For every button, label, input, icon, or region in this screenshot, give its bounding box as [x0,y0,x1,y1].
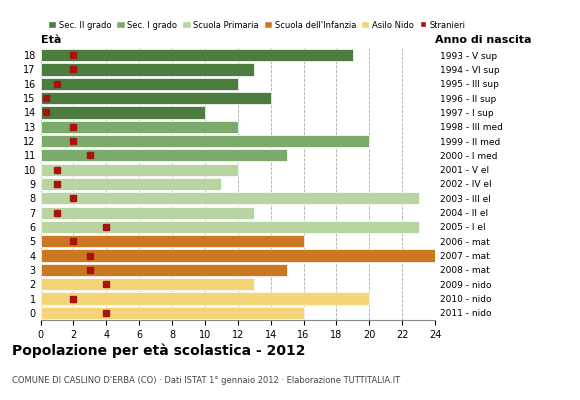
Bar [41,221,419,233]
Text: Anno di nascita: Anno di nascita [435,35,531,45]
Bar [41,264,287,276]
Bar [41,135,369,147]
Bar [41,92,271,104]
Bar [41,63,254,76]
Bar [41,49,353,61]
Legend: Sec. II grado, Sec. I grado, Scuola Primaria, Scuola dell'Infanzia, Asilo Nido, : Sec. II grado, Sec. I grado, Scuola Prim… [45,17,469,33]
Bar [41,307,303,319]
Bar [41,121,238,133]
Text: Popolazione per età scolastica - 2012: Popolazione per età scolastica - 2012 [12,344,305,358]
Bar [41,278,254,290]
Bar [41,178,222,190]
Bar [41,250,435,262]
Bar [41,235,303,247]
Text: Età: Età [41,35,61,45]
Bar [41,206,254,219]
Bar [41,192,419,204]
Bar [41,78,238,90]
Bar [41,106,205,118]
Bar [41,292,369,305]
Text: COMUNE DI CASLINO D'ERBA (CO) · Dati ISTAT 1° gennaio 2012 · Elaborazione TUTTIT: COMUNE DI CASLINO D'ERBA (CO) · Dati IST… [12,376,400,385]
Bar [41,164,238,176]
Bar [41,149,287,162]
